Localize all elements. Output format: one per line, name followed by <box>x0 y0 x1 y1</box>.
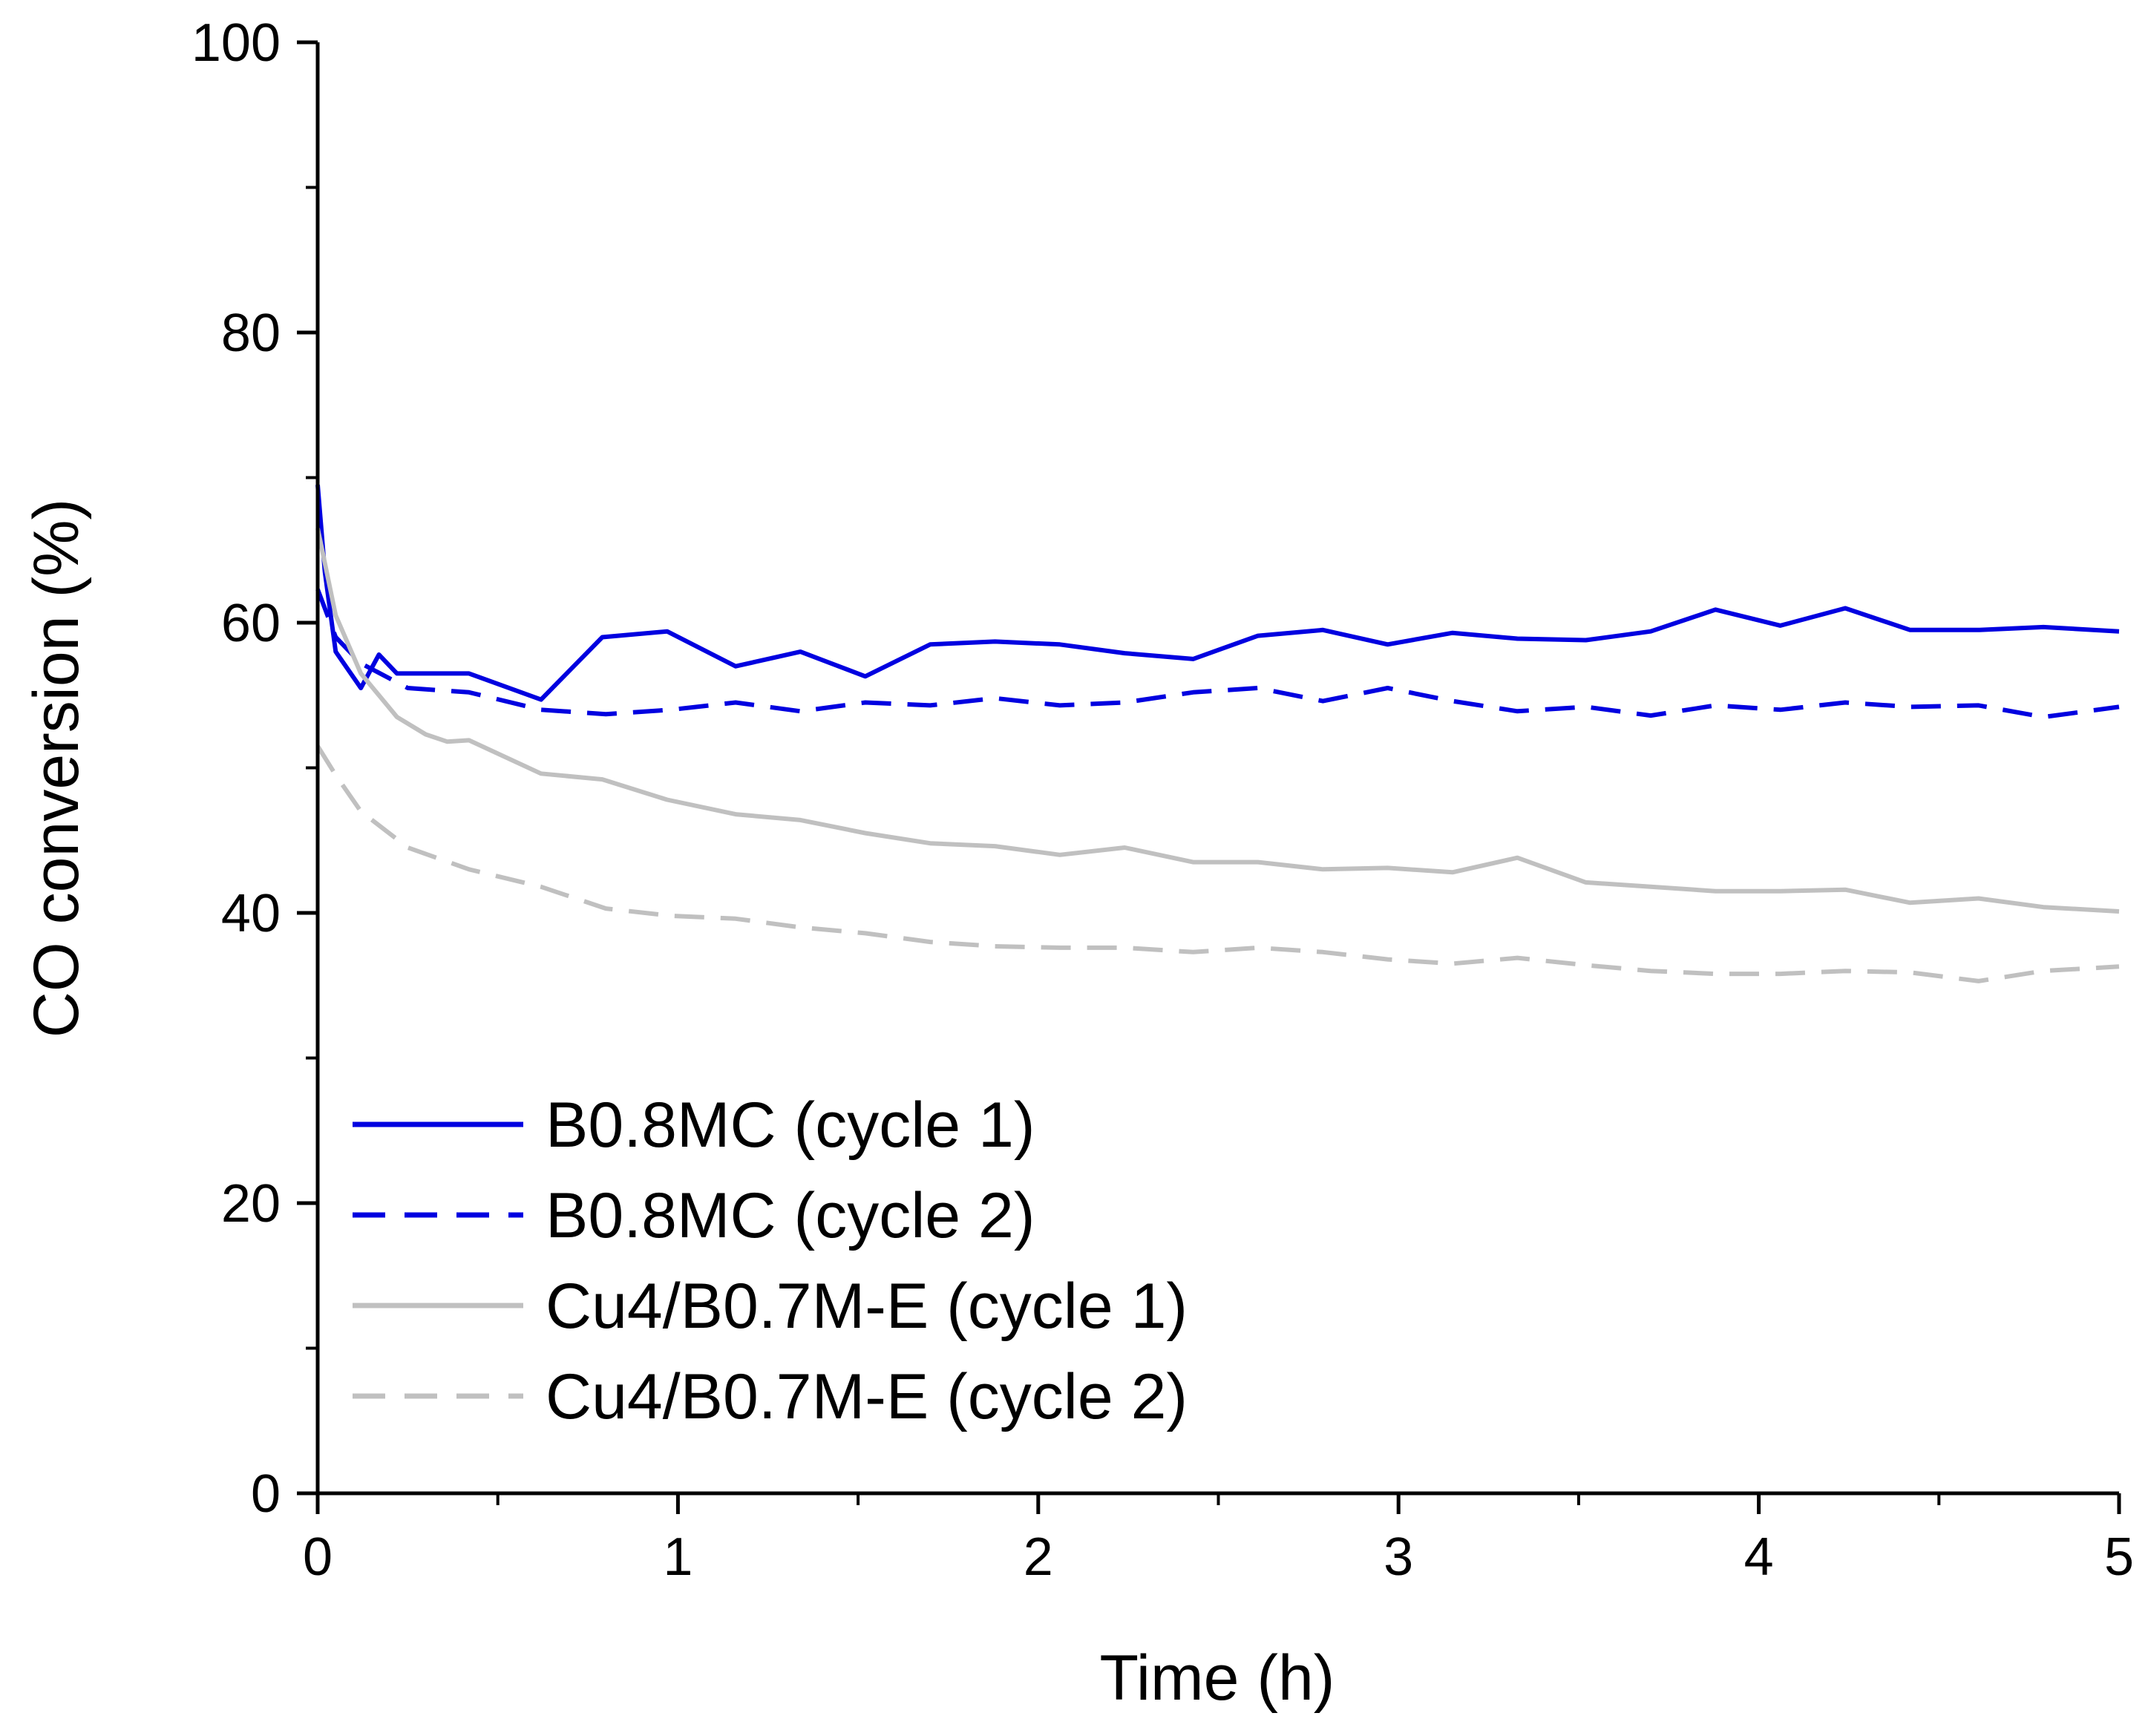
x-axis-title: Time (h) <box>1100 1642 1335 1714</box>
ticks-layer: 0 1 2 3 4 5 0 20 40 60 80 100 <box>191 13 2134 1587</box>
x-tick-label: 0 <box>303 1527 333 1587</box>
legend-label-3: Cu4/B0.7M-E (cycle 1) <box>546 1271 1188 1342</box>
x-tick-label: 1 <box>663 1527 692 1587</box>
series-line-4 <box>315 744 2120 983</box>
y-axis-title: CO conversion (%) <box>21 499 92 1038</box>
x-tick-label: 4 <box>1744 1527 1774 1587</box>
x-tick-label: 2 <box>1024 1527 1053 1587</box>
y-tick-label: 0 <box>251 1464 281 1524</box>
series-line-3 <box>315 528 2120 914</box>
series-line-1 <box>315 485 2120 702</box>
x-tick-label: 3 <box>1384 1527 1413 1587</box>
y-tick-label: 100 <box>191 13 281 73</box>
legend-label-1: B0.8MC (cycle 1) <box>546 1090 1035 1161</box>
y-tick-label: 60 <box>221 594 281 653</box>
legend-label-2: B0.8MC (cycle 2) <box>546 1180 1035 1251</box>
y-tick-label: 80 <box>221 304 281 363</box>
x-tick-label: 5 <box>2104 1527 2134 1587</box>
legend-label-4: Cu4/B0.7M-E (cycle 2) <box>546 1361 1188 1432</box>
series-line-2 <box>315 588 2120 720</box>
legend: B0.8MC (cycle 1) B0.8MC (cycle 2) Cu4/B0.7… <box>353 1090 1188 1432</box>
series-layer <box>315 485 2120 983</box>
y-tick-label: 40 <box>221 884 281 943</box>
y-tick-label: 20 <box>221 1174 281 1234</box>
